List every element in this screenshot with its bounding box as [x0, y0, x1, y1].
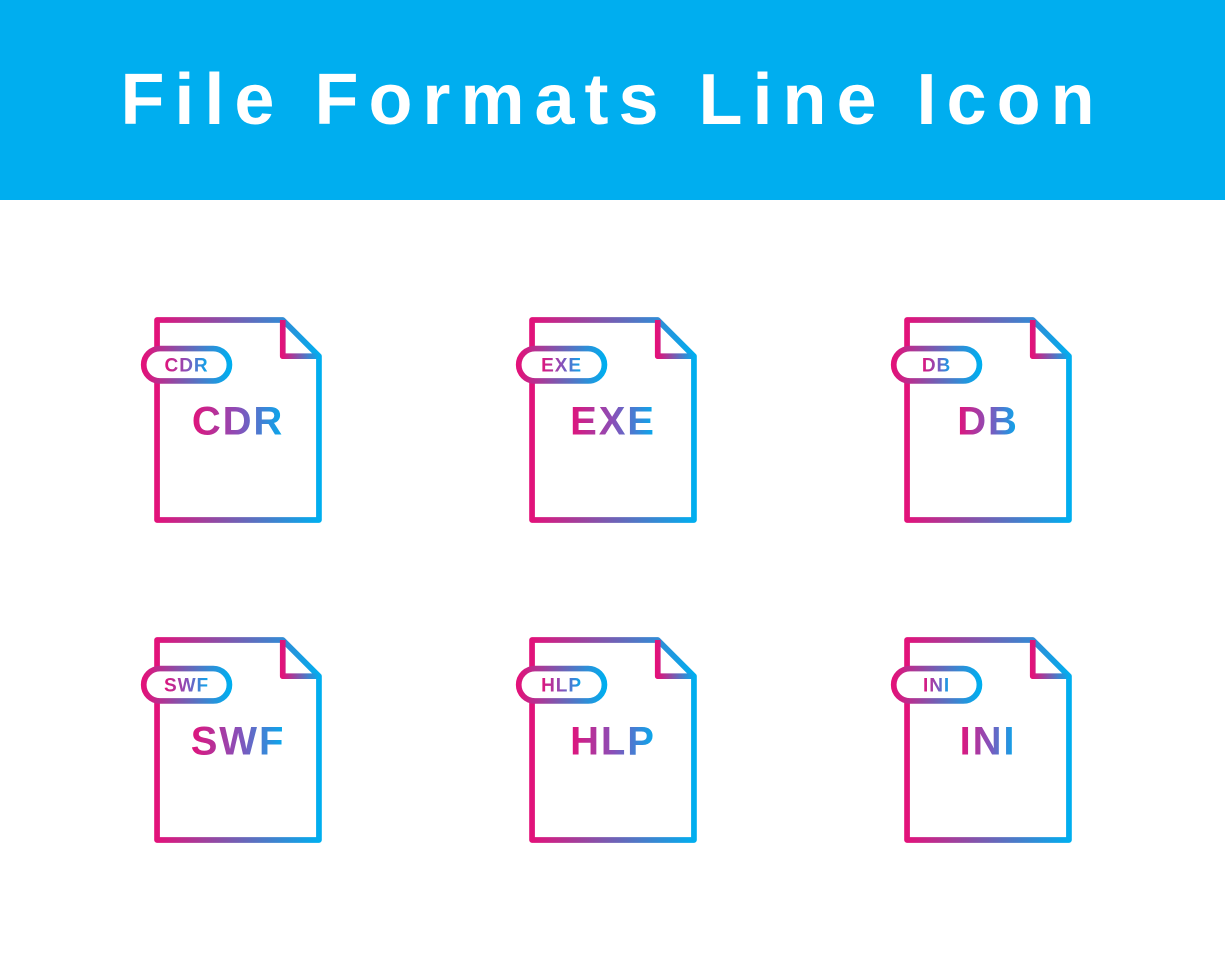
svg-text:SWF: SWF: [190, 719, 285, 763]
file-icon-swf: SWF SWF: [110, 620, 365, 860]
icon-grid: CDR CDR EXE EXE: [0, 200, 1225, 960]
svg-text:INI: INI: [959, 719, 1016, 763]
svg-text:DB: DB: [957, 399, 1019, 443]
file-icon-cdr: CDR CDR: [110, 300, 365, 540]
svg-text:CDR: CDR: [191, 399, 283, 443]
svg-text:EXE: EXE: [541, 355, 582, 376]
page-title: File Formats Line Icon: [120, 59, 1104, 141]
svg-text:INI: INI: [922, 675, 949, 696]
file-icon-exe: EXE EXE: [485, 300, 740, 540]
svg-text:SWF: SWF: [164, 675, 209, 696]
svg-text:CDR: CDR: [164, 355, 208, 376]
file-icon-db: DB DB: [860, 300, 1115, 540]
file-icon-hlp: HLP HLP: [485, 620, 740, 860]
file-icon-ini: INI INI: [860, 620, 1115, 860]
svg-text:EXE: EXE: [570, 399, 656, 443]
header-banner: File Formats Line Icon: [0, 0, 1225, 200]
svg-text:HLP: HLP: [541, 675, 582, 696]
svg-text:HLP: HLP: [570, 719, 656, 763]
svg-text:DB: DB: [921, 355, 950, 376]
